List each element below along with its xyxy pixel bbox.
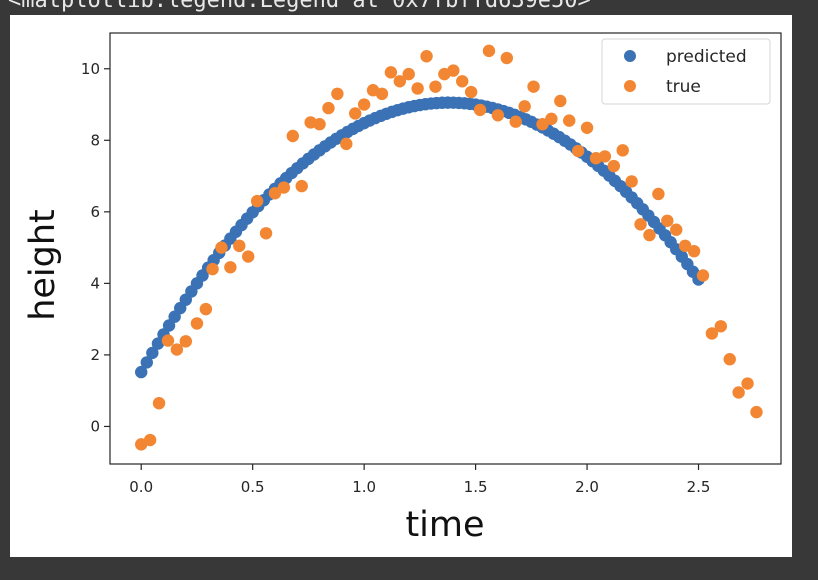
data-point-true	[199, 302, 213, 316]
data-point-true	[268, 187, 282, 200]
data-point-true	[545, 112, 558, 126]
data-point-true	[607, 159, 621, 173]
data-point-true	[500, 51, 514, 65]
data-point-true	[580, 121, 594, 134]
data-point-true	[482, 44, 496, 58]
data-point-true	[170, 343, 184, 356]
data-point-true	[286, 129, 299, 143]
data-point-true	[750, 405, 763, 419]
data-point-true	[402, 67, 415, 81]
data-point-true	[598, 150, 612, 163]
data-point-true	[206, 262, 219, 276]
data-point-true	[678, 239, 692, 253]
data-point-true	[411, 82, 424, 95]
data-point-true	[340, 137, 353, 151]
data-point-true	[491, 109, 505, 122]
data-point-predicted	[135, 365, 148, 379]
data-point-true	[670, 223, 683, 236]
legend-label-true: true	[666, 77, 701, 97]
data-point-true	[242, 250, 255, 263]
data-point-true	[384, 66, 398, 79]
data-point-predicted	[151, 337, 165, 350]
series-predicted-points	[135, 96, 705, 379]
data-point-true	[295, 179, 308, 193]
data-point-true	[464, 85, 478, 99]
x-tick-label: 2.5	[687, 478, 711, 496]
y-tick-label: 4	[90, 274, 100, 292]
data-point-true	[179, 335, 192, 348]
data-point-true	[643, 228, 656, 242]
data-point-true	[571, 144, 585, 158]
data-point-true	[259, 227, 273, 240]
data-point-true	[357, 98, 371, 111]
figure-canvas: 0.0 0.5 1.0 1.5 2.0 2.5 0 2 4 6 8 10 time height p…	[10, 15, 792, 557]
data-point-true	[625, 175, 638, 188]
data-point-true	[518, 100, 531, 113]
x-tick-label: 0.5	[241, 478, 265, 496]
data-point-true	[322, 101, 335, 115]
legend: predicted true	[601, 38, 771, 105]
legend-marker-true	[624, 80, 636, 92]
y-tick-label: 10	[81, 60, 100, 78]
data-point-true	[616, 144, 629, 157]
data-point-true	[420, 50, 433, 63]
data-point-predicted	[140, 356, 153, 369]
scatter-chart: 0.0 0.5 1.0 1.5 2.0 2.5 0 2 4 6 8 10 time height p…	[23, 32, 782, 545]
data-point-true	[705, 327, 719, 340]
data-point-true	[215, 241, 228, 254]
x-axis-label: time	[405, 505, 484, 545]
data-point-true	[277, 181, 291, 194]
data-point-true	[473, 103, 487, 117]
data-point-true	[190, 317, 204, 330]
data-point-true	[687, 244, 701, 258]
legend-frame	[601, 38, 771, 105]
data-point-true	[741, 377, 754, 390]
legend-label-predicted: predicted	[666, 47, 747, 67]
data-point-true	[429, 80, 442, 93]
x-axis-ticks: 0.0 0.5 1.0 1.5 2.0 2.5	[129, 464, 710, 496]
data-point-true	[393, 75, 407, 88]
y-tick-label: 8	[90, 131, 100, 149]
data-point-true	[161, 334, 175, 347]
data-point-true	[723, 353, 736, 366]
data-point-true	[652, 187, 665, 201]
data-point-true	[375, 87, 389, 101]
data-point-true	[696, 269, 710, 282]
data-point-true	[509, 115, 522, 128]
data-point-true	[143, 433, 157, 447]
data-point-predicted	[146, 346, 159, 360]
data-point-true	[714, 320, 728, 333]
y-axis-label: height	[23, 209, 63, 321]
data-point-true	[732, 386, 745, 399]
data-point-true	[313, 118, 326, 131]
y-axis-ticks: 0 2 4 6 8 10	[81, 60, 110, 435]
data-point-true	[447, 64, 460, 77]
cell-output-repr: <matplotlib.legend.Legend at 0x7fbffd639…	[8, 0, 591, 13]
y-tick-label: 2	[90, 346, 100, 364]
data-point-true	[527, 80, 540, 93]
data-point-true	[250, 194, 264, 208]
x-tick-label: 1.0	[352, 478, 376, 496]
data-point-true	[224, 261, 237, 274]
data-point-true	[554, 94, 567, 108]
data-point-true	[152, 396, 166, 410]
x-tick-label: 1.5	[464, 478, 488, 496]
data-point-true	[456, 75, 469, 88]
y-tick-label: 6	[90, 203, 100, 221]
data-point-true	[349, 107, 362, 120]
data-point-true	[661, 214, 674, 227]
data-point-true	[536, 118, 549, 131]
legend-marker-predicted	[624, 50, 636, 62]
series-true-points	[135, 44, 763, 451]
data-point-true	[331, 87, 344, 101]
data-point-true	[634, 218, 647, 231]
data-point-true	[563, 114, 576, 127]
x-tick-label: 2.0	[575, 478, 599, 496]
x-tick-label: 0.0	[129, 478, 153, 496]
data-point-true	[233, 239, 246, 253]
axes-frame	[109, 32, 782, 465]
y-tick-label: 0	[90, 417, 100, 435]
